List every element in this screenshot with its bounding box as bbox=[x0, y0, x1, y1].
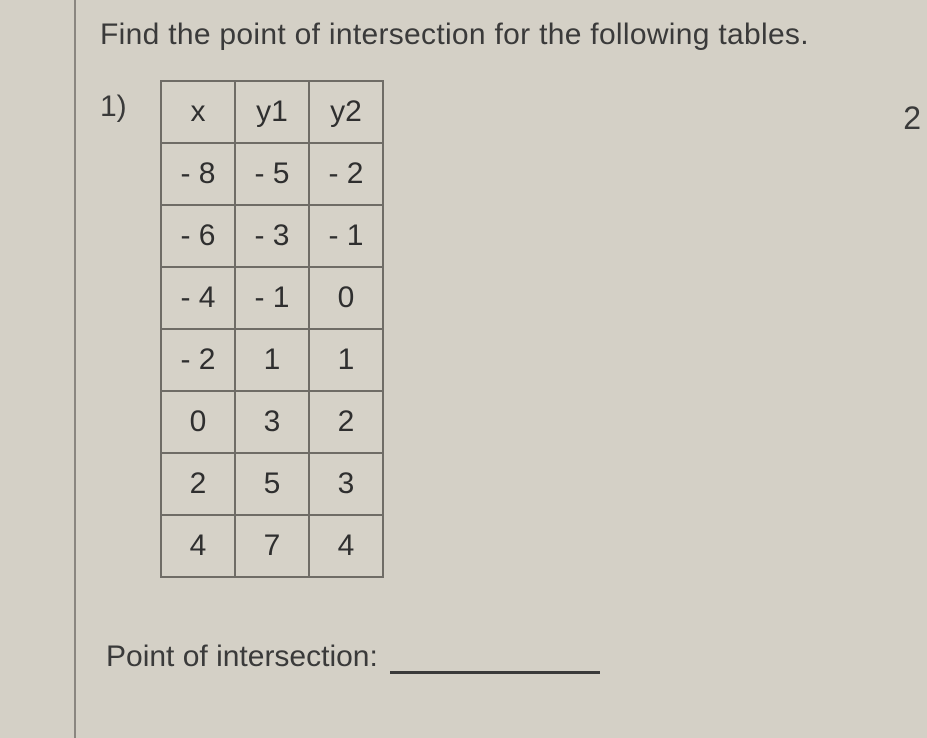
cell: 2 bbox=[309, 391, 383, 453]
answer-label: Point of intersection: bbox=[106, 640, 378, 674]
cell: - 4 bbox=[161, 267, 235, 329]
cell: 4 bbox=[161, 515, 235, 577]
content-area: Find the point of intersection for the f… bbox=[100, 18, 927, 578]
cell: 2 bbox=[161, 453, 235, 515]
cell: - 2 bbox=[161, 329, 235, 391]
table-row: - 4 - 1 0 bbox=[161, 267, 383, 329]
table-row: - 8 - 5 - 2 bbox=[161, 143, 383, 205]
instruction-text: Find the point of intersection for the f… bbox=[100, 18, 927, 52]
col-header-x: x bbox=[161, 81, 235, 143]
answer-prompt: Point of intersection: bbox=[106, 640, 600, 674]
margin-rule bbox=[74, 0, 76, 738]
cell: 0 bbox=[309, 267, 383, 329]
col-header-y2: y2 bbox=[309, 81, 383, 143]
cell: 7 bbox=[235, 515, 309, 577]
cell: 1 bbox=[235, 329, 309, 391]
table-row: 0 3 2 bbox=[161, 391, 383, 453]
data-table: x y1 y2 - 8 - 5 - 2 - 6 - 3 - 1 - 4 - 1 … bbox=[160, 80, 384, 578]
answer-blank bbox=[390, 646, 600, 674]
cell: 4 bbox=[309, 515, 383, 577]
cell: 5 bbox=[235, 453, 309, 515]
cell: - 1 bbox=[235, 267, 309, 329]
cell: - 3 bbox=[235, 205, 309, 267]
question-row: 1) x y1 y2 - 8 - 5 - 2 - 6 - 3 - 1 - 4 -… bbox=[100, 80, 927, 578]
question-number: 1) bbox=[100, 80, 160, 124]
cell: - 6 bbox=[161, 205, 235, 267]
cell: - 2 bbox=[309, 143, 383, 205]
col-header-y1: y1 bbox=[235, 81, 309, 143]
cell: 3 bbox=[235, 391, 309, 453]
cell: - 1 bbox=[309, 205, 383, 267]
cell: 3 bbox=[309, 453, 383, 515]
table-row: - 6 - 3 - 1 bbox=[161, 205, 383, 267]
table-row: 4 7 4 bbox=[161, 515, 383, 577]
cell: 1 bbox=[309, 329, 383, 391]
cell: - 5 bbox=[235, 143, 309, 205]
cell: 0 bbox=[161, 391, 235, 453]
table-row: - 2 1 1 bbox=[161, 329, 383, 391]
right-page-marker: 2 bbox=[903, 100, 921, 137]
table-row: 2 5 3 bbox=[161, 453, 383, 515]
table-header-row: x y1 y2 bbox=[161, 81, 383, 143]
cell: - 8 bbox=[161, 143, 235, 205]
